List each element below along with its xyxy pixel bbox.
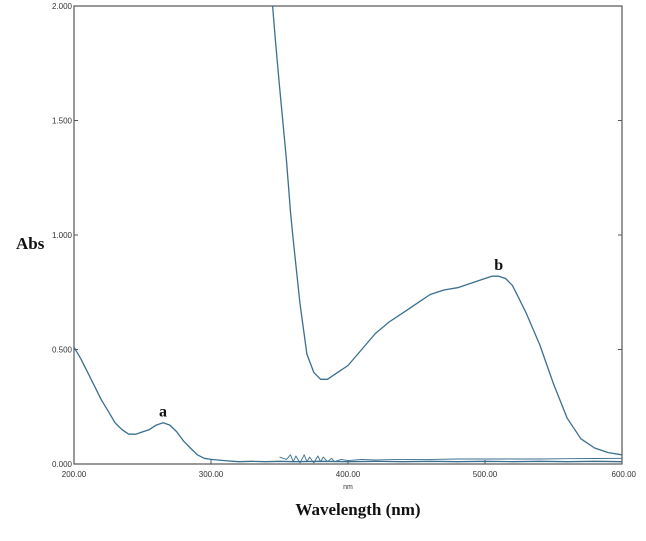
x-tick-label: 600.00 [612, 470, 637, 479]
x-tick-label: 500.00 [473, 470, 498, 479]
x-unit-label: nm [343, 484, 353, 491]
y-tick-label: 0.500 [52, 346, 73, 355]
y-tick-label: 0.000 [52, 460, 73, 469]
spectrum-curves [73, 5, 623, 464]
peak-label-a: a [159, 403, 167, 420]
y-tick-label: 2.000 [52, 2, 73, 11]
y-tick-label: 1.500 [52, 117, 73, 126]
spectrum-curve-a [73, 346, 623, 463]
y-axis-title: Abs [16, 234, 45, 253]
x-tick-label: 200.00 [62, 470, 87, 479]
spectrum-curve-baseline [279, 454, 623, 464]
spectrum-curve-b [271, 5, 623, 456]
x-tick-label: 400.00 [336, 470, 361, 479]
x-tick-label: 300.00 [199, 470, 224, 479]
x-axis-ticks: 200.00 300.00 400.00 500.00 600.00 [62, 460, 637, 479]
x-axis-title: Wavelength (nm) [295, 500, 420, 519]
y-tick-label: 1.000 [52, 231, 73, 240]
plot-frame [73, 5, 623, 465]
peak-labels: ab [159, 257, 503, 421]
peak-label-b: b [494, 257, 503, 274]
y-axis-ticks: 0.000 0.500 1.000 1.500 2.000 [52, 2, 622, 469]
